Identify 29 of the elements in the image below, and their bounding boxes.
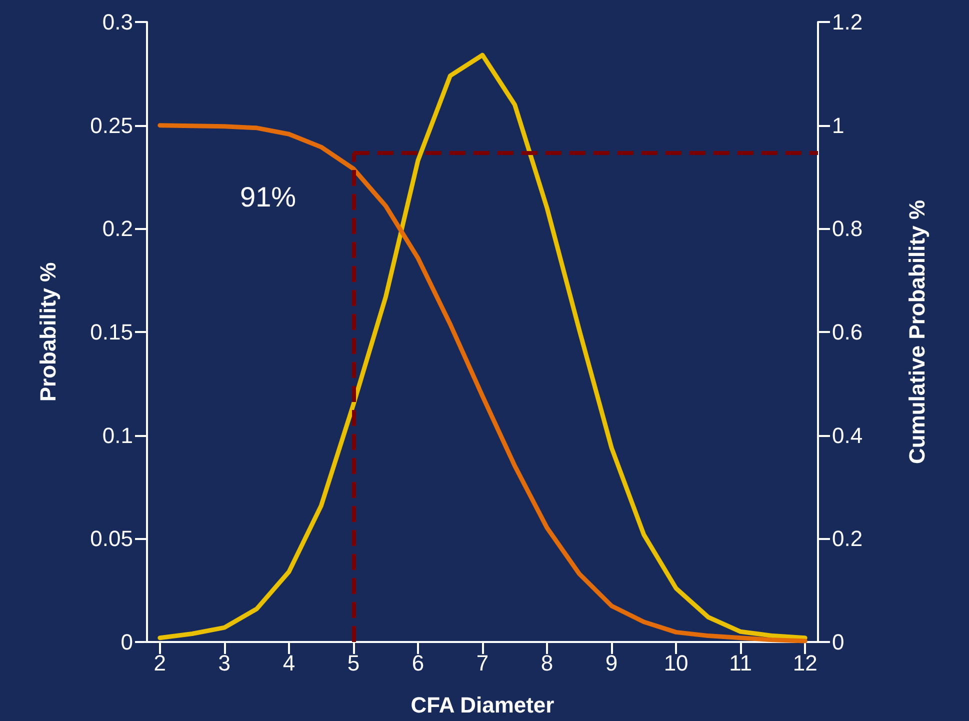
- x-tick-label: 11: [729, 650, 752, 676]
- x-axis-title: CFA Diameter: [410, 692, 555, 718]
- x-tick-label: 12: [792, 650, 818, 676]
- x-tick-label: 9: [605, 650, 618, 676]
- y2-tick-label: 0.8: [832, 216, 863, 242]
- x-tick-label: 4: [282, 650, 296, 676]
- y2-tick-label: 0.6: [832, 320, 863, 344]
- y-tick-label: 0: [120, 630, 133, 654]
- y2-tick-label: 1.2: [832, 10, 863, 34]
- y2-tick-label: 0.4: [832, 422, 863, 448]
- y-tick-label: 0.1: [102, 422, 133, 448]
- x-tick-label: 6: [412, 650, 424, 676]
- x-tick-label: 3: [218, 650, 231, 676]
- y-tick-label: 0.3: [102, 10, 133, 34]
- y2-tick-label: 0: [832, 630, 844, 654]
- x-tick-label: 5: [347, 650, 360, 676]
- x-tick-label: 8: [540, 650, 554, 676]
- x-tick-label: 7: [476, 650, 489, 676]
- y2-tick-label: 0.2: [832, 526, 863, 552]
- y-tick-label: 0.05: [90, 526, 133, 552]
- y2-tick-label: 1: [832, 112, 844, 138]
- y-tick-label: 0.15: [90, 320, 133, 344]
- y-axis-title: Probability %: [36, 262, 60, 402]
- x-tick-label: 10: [664, 650, 688, 676]
- y2-axis-title: Cumulative Probability %: [904, 200, 930, 464]
- y-tick-label: 0.2: [102, 216, 133, 242]
- x-tick-label: 2: [154, 650, 166, 676]
- annotation: 91%: [240, 182, 296, 212]
- y-tick-label: 0.25: [90, 112, 133, 138]
